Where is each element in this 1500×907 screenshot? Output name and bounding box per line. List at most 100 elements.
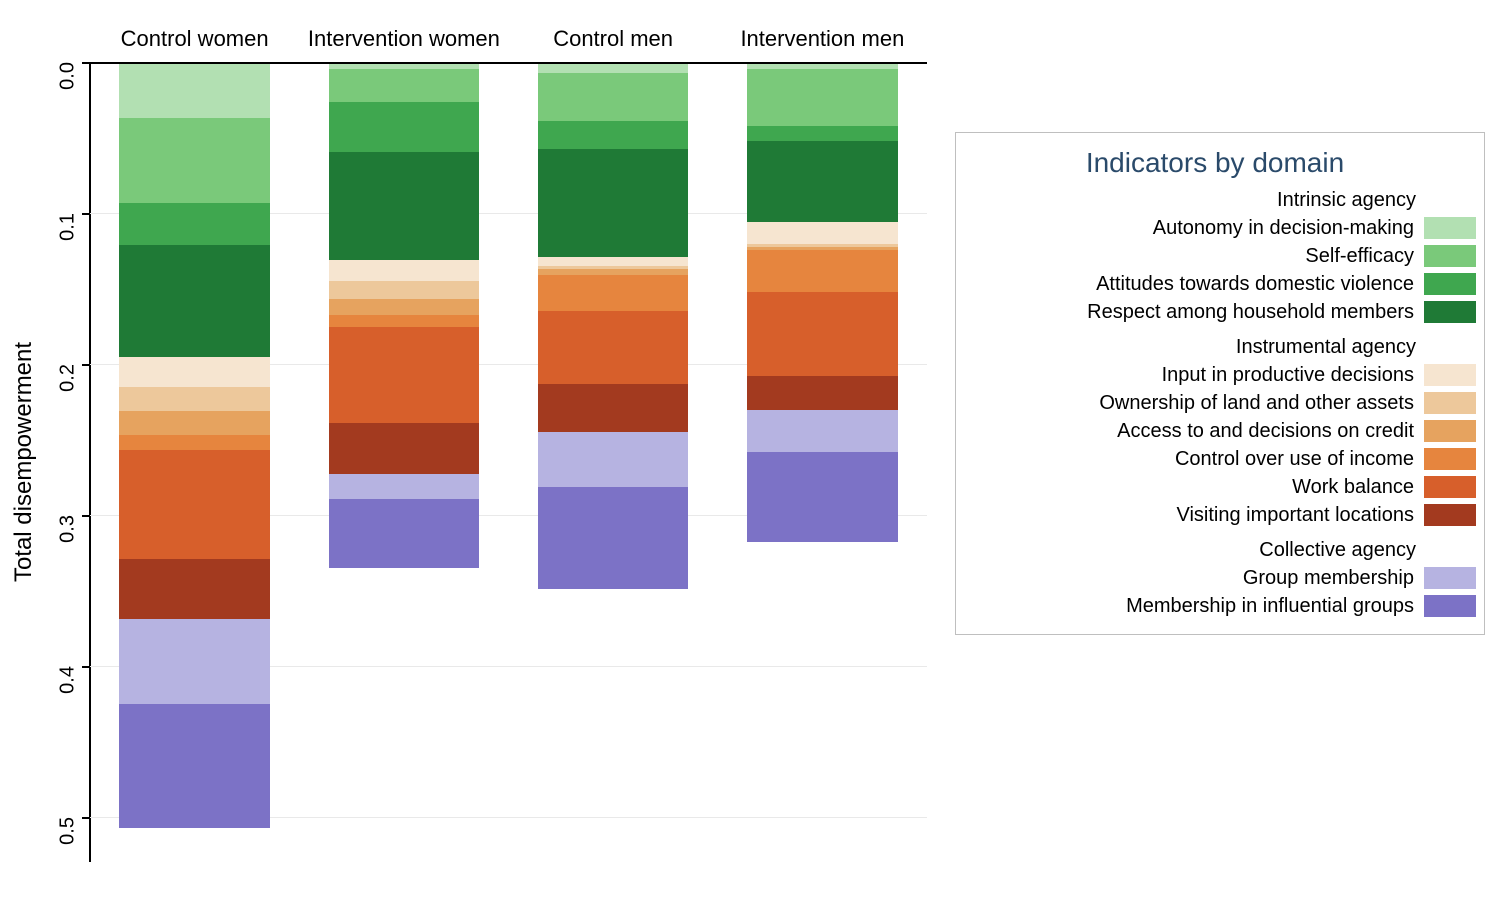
bar-segment-ownership_assets — [119, 387, 270, 411]
legend-swatch — [1424, 245, 1476, 267]
legend-item-label: Self-efficacy — [1305, 245, 1414, 268]
bar-segment-self_efficacy — [538, 73, 689, 121]
bar-segment-work_balance — [119, 450, 270, 559]
bar-segment-self_efficacy — [119, 118, 270, 203]
bar-segment-visiting_locations — [119, 559, 270, 619]
legend-item-label: Control over use of income — [1175, 448, 1414, 471]
legend-item: Self-efficacy — [974, 242, 1476, 270]
bar-segment-respect_hh — [747, 141, 898, 223]
bar-segment-respect_hh — [538, 149, 689, 258]
bar — [747, 64, 898, 542]
legend-item: Attitudes towards domestic violence — [974, 270, 1476, 298]
bar-segment-autonomy — [538, 64, 689, 73]
legend-swatch — [1424, 392, 1476, 414]
bar-segment-influential_groups — [747, 452, 898, 543]
bar-segment-attitudes_dv — [119, 203, 270, 245]
legend-swatch — [1424, 476, 1476, 498]
y-tick — [82, 364, 90, 366]
legend-item-label: Visiting important locations — [1176, 504, 1414, 527]
category-label: Control men — [553, 26, 673, 52]
legend-item: Membership in influential groups — [974, 592, 1476, 620]
legend-item: Group membership — [974, 564, 1476, 592]
legend-group-heading: Collective agency — [974, 539, 1416, 562]
legend-item-label: Access to and decisions on credit — [1117, 420, 1414, 443]
bar-segment-ownership_assets — [329, 281, 480, 299]
bar-segment-influential_groups — [119, 704, 270, 828]
legend-swatch — [1424, 567, 1476, 589]
legend-item-label: Work balance — [1292, 476, 1414, 499]
bar-segment-attitudes_dv — [538, 121, 689, 148]
legend-item-label: Autonomy in decision-making — [1153, 217, 1414, 240]
y-axis-line — [89, 62, 91, 862]
legend-swatch — [1424, 364, 1476, 386]
legend-group-heading: Instrumental agency — [974, 336, 1416, 359]
legend-item-label: Group membership — [1243, 567, 1414, 590]
chart-page: Control womenIntervention womenControl m… — [0, 0, 1500, 907]
y-tick — [82, 817, 90, 819]
legend-item: Work balance — [974, 473, 1476, 501]
bar-segment-access_credit — [329, 299, 480, 314]
plot-area — [90, 62, 927, 862]
legend-item: Ownership of land and other assets — [974, 389, 1476, 417]
y-tick-label: 0.5 — [56, 817, 79, 845]
bar-segment-control_income — [119, 435, 270, 450]
y-tick-label: 0.4 — [56, 666, 79, 694]
bar-segment-group_membership — [329, 474, 480, 498]
bar-segment-input_productive — [538, 257, 689, 266]
bar-segment-input_productive — [747, 222, 898, 243]
y-tick — [82, 213, 90, 215]
legend-item-label: Membership in influential groups — [1126, 595, 1414, 618]
bar-segment-control_income — [538, 275, 689, 311]
legend-title: Indicators by domain — [974, 147, 1456, 179]
bar-segment-input_productive — [119, 357, 270, 387]
bar — [538, 64, 689, 589]
y-tick — [82, 62, 90, 64]
bar-segment-respect_hh — [119, 245, 270, 357]
legend-item-label: Respect among household members — [1087, 301, 1414, 324]
legend-item: Respect among household members — [974, 298, 1476, 326]
bar-segment-access_credit — [119, 411, 270, 435]
legend-swatch — [1424, 273, 1476, 295]
legend-item-label: Input in productive decisions — [1162, 364, 1414, 387]
legend-item: Control over use of income — [974, 445, 1476, 473]
category-label: Intervention men — [740, 26, 904, 52]
category-label: Intervention women — [308, 26, 500, 52]
y-tick-label: 0.1 — [56, 213, 79, 241]
bar-segment-visiting_locations — [329, 423, 480, 474]
bar — [119, 64, 270, 828]
y-tick — [82, 666, 90, 668]
bar-segment-attitudes_dv — [329, 102, 480, 152]
bar-segment-self_efficacy — [329, 69, 480, 102]
legend-item: Access to and decisions on credit — [974, 417, 1476, 445]
bar-segment-influential_groups — [538, 487, 689, 590]
legend-swatch — [1424, 301, 1476, 323]
y-tick — [82, 515, 90, 517]
bar-segment-work_balance — [538, 311, 689, 383]
bar-segment-respect_hh — [329, 152, 480, 261]
legend-swatch — [1424, 595, 1476, 617]
legend-box: Indicators by domain Intrinsic agencyAut… — [955, 132, 1485, 635]
bar-segment-influential_groups — [329, 499, 480, 568]
bar-segment-group_membership — [747, 410, 898, 452]
bar-segment-self_efficacy — [747, 69, 898, 126]
bar-segment-group_membership — [119, 619, 270, 704]
y-tick-label: 0.3 — [56, 515, 79, 543]
legend-swatch — [1424, 448, 1476, 470]
legend-item: Autonomy in decision-making — [974, 214, 1476, 242]
legend-item: Visiting important locations — [974, 501, 1476, 529]
bar-segment-visiting_locations — [747, 376, 898, 409]
legend-swatch — [1424, 217, 1476, 239]
legend-item: Input in productive decisions — [974, 361, 1476, 389]
bar-segment-work_balance — [329, 327, 480, 424]
y-tick-label: 0.2 — [56, 364, 79, 392]
bar-segment-group_membership — [538, 432, 689, 486]
y-tick-label: 0.0 — [56, 62, 79, 90]
bar-segment-attitudes_dv — [747, 126, 898, 141]
legend-swatch — [1424, 420, 1476, 442]
legend-swatch — [1424, 504, 1476, 526]
bar-segment-control_income — [329, 315, 480, 327]
bar-segment-visiting_locations — [538, 384, 689, 432]
bar-segment-work_balance — [747, 292, 898, 377]
legend-item-label: Ownership of land and other assets — [1099, 392, 1414, 415]
bar-segment-autonomy — [119, 64, 270, 118]
